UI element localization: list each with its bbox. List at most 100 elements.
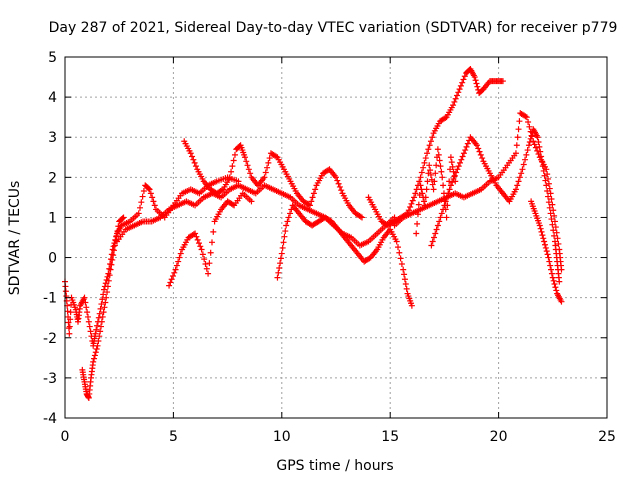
data-point (229, 201, 236, 208)
data-point (210, 228, 217, 235)
data-point (120, 214, 127, 221)
data-point (274, 274, 281, 281)
data-point (277, 260, 284, 267)
series-arc-low-5 (166, 190, 255, 289)
data-point (94, 322, 101, 329)
data-point (541, 238, 548, 245)
data-point (523, 114, 530, 121)
data-point (65, 319, 72, 326)
data-point (84, 313, 91, 320)
data-point (81, 294, 88, 301)
data-point (85, 318, 92, 325)
data-point (100, 309, 107, 316)
data-point (139, 193, 146, 200)
data-point (516, 118, 523, 125)
data-point (112, 237, 119, 244)
data-point (395, 244, 402, 251)
data-point (111, 242, 118, 249)
data-point (549, 221, 556, 228)
data-point (413, 230, 420, 237)
data-point (195, 240, 202, 247)
y-tick-label: 0 (48, 251, 57, 267)
data-point (441, 198, 448, 205)
data-point (284, 218, 291, 225)
data-point (552, 224, 559, 231)
data-point (106, 265, 113, 272)
y-tick-label: -4 (43, 411, 57, 427)
data-point (287, 210, 294, 217)
data-point (453, 169, 460, 176)
data-point (110, 247, 117, 254)
data-point (429, 134, 436, 141)
data-point (114, 228, 121, 235)
x-axis-label: GPS time / hours (276, 458, 393, 474)
data-point (206, 260, 213, 267)
data-point (166, 282, 173, 289)
data-point (545, 180, 552, 187)
data-point (397, 255, 404, 262)
data-point (229, 163, 236, 170)
x-tick-label: 15 (381, 429, 399, 445)
data-point (534, 134, 541, 141)
data-point (427, 171, 434, 178)
data-point (104, 283, 111, 290)
data-point (398, 260, 405, 267)
data-point (418, 186, 425, 193)
series-arc-cluster-17 (413, 146, 459, 237)
data-point (430, 234, 437, 241)
data-point (427, 167, 434, 174)
data-point (414, 220, 421, 227)
data-point (265, 159, 272, 166)
data-point (499, 78, 506, 85)
data-point (421, 202, 428, 209)
data-point (177, 250, 184, 257)
data-point (138, 199, 145, 206)
data-point (396, 249, 403, 256)
data-point (193, 233, 200, 240)
data-point (437, 214, 444, 221)
data-point (545, 193, 552, 200)
data-point (145, 185, 152, 192)
y-tick-label: -2 (43, 331, 57, 347)
data-point (175, 258, 182, 265)
data-point (83, 304, 90, 311)
data-point (417, 174, 424, 181)
data-point (107, 256, 114, 263)
data-point (247, 170, 254, 177)
data-point (551, 281, 558, 288)
data-point (444, 202, 451, 209)
data-point (101, 304, 108, 311)
data-point (549, 274, 556, 281)
data-point (283, 222, 290, 229)
data-point (512, 150, 519, 157)
data-point (425, 146, 432, 153)
data-point (312, 186, 319, 193)
series-arc-late-base (391, 110, 565, 273)
data-point (451, 98, 458, 105)
data-point (473, 80, 480, 87)
x-tick-label: 5 (169, 429, 178, 445)
data-point (460, 76, 467, 83)
data-point (525, 142, 532, 149)
data-point (455, 163, 462, 170)
data-point (550, 207, 557, 214)
data-point (108, 251, 115, 258)
data-point (149, 194, 156, 201)
data-point (547, 190, 554, 197)
data-point (414, 211, 421, 218)
data-point (104, 289, 111, 296)
data-point (107, 260, 114, 267)
data-point (103, 294, 110, 301)
data-point (199, 251, 206, 258)
data-point (422, 155, 429, 162)
y-tick-label: 3 (48, 130, 57, 146)
data-point (551, 212, 558, 219)
data-point (439, 174, 446, 181)
data-point (543, 248, 550, 255)
data-point (536, 143, 543, 150)
data-point (554, 235, 561, 242)
data-point (96, 333, 103, 340)
data-point (113, 232, 120, 239)
data-point (545, 199, 552, 206)
data-point (456, 86, 463, 93)
